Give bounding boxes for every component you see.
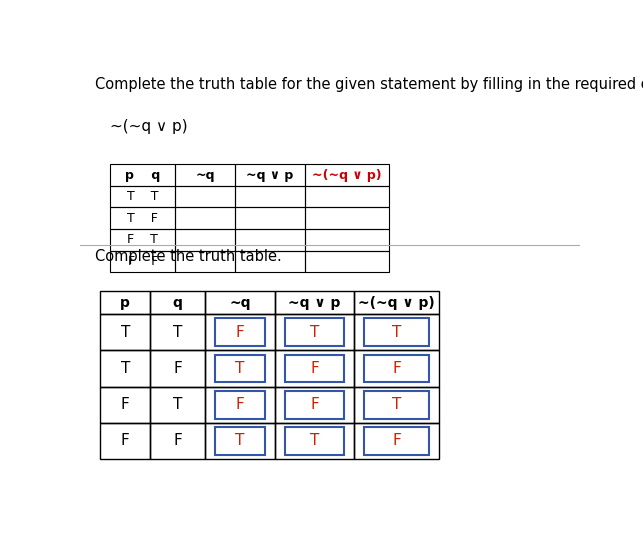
Text: F: F (392, 361, 401, 376)
Bar (275, 350, 354, 386)
Text: p    q: p q (125, 169, 160, 182)
Bar (275, 314, 354, 350)
Bar (100, 291, 150, 314)
Bar (365, 391, 430, 418)
Bar (305, 186, 390, 208)
Bar (111, 229, 175, 251)
Text: ~q: ~q (195, 169, 215, 182)
Text: F: F (235, 397, 244, 412)
Text: T    T: T T (127, 190, 158, 203)
Bar (111, 186, 175, 208)
Bar (235, 251, 305, 272)
Bar (215, 427, 265, 454)
Bar (100, 386, 150, 423)
Bar (150, 386, 205, 423)
Bar (205, 314, 275, 350)
Bar (285, 355, 345, 382)
Bar (285, 319, 345, 346)
Bar (150, 350, 205, 386)
Text: T: T (310, 433, 320, 448)
Bar (205, 350, 275, 386)
Bar (305, 229, 390, 251)
Bar (305, 251, 390, 272)
Bar (215, 391, 265, 418)
Bar (205, 386, 275, 423)
Bar (275, 386, 354, 423)
Text: T: T (392, 397, 401, 412)
Bar (354, 350, 439, 386)
Bar (100, 350, 150, 386)
Bar (205, 423, 275, 459)
Text: F: F (173, 433, 182, 448)
Text: F: F (392, 433, 401, 448)
Text: ~(~q ∨ p): ~(~q ∨ p) (111, 119, 188, 134)
Text: F: F (173, 361, 182, 376)
Text: T: T (235, 361, 244, 376)
Bar (175, 164, 235, 186)
Text: T: T (173, 397, 182, 412)
Bar (305, 208, 390, 229)
Text: q: q (172, 295, 183, 309)
Text: F: F (121, 397, 130, 412)
Bar (235, 186, 305, 208)
Bar (150, 291, 205, 314)
Bar (175, 186, 235, 208)
Bar (275, 423, 354, 459)
Bar (365, 319, 430, 346)
Text: T: T (120, 325, 130, 340)
Bar (305, 164, 390, 186)
Text: F: F (310, 397, 319, 412)
Bar (365, 355, 430, 382)
Text: ~q ∨ p: ~q ∨ p (246, 169, 293, 182)
Text: T    F: T F (127, 212, 158, 225)
Bar (215, 355, 265, 382)
Bar (235, 164, 305, 186)
Text: p: p (120, 295, 130, 309)
Text: F    F: F F (127, 255, 158, 268)
Bar (150, 314, 205, 350)
Text: T: T (173, 325, 182, 340)
Bar (365, 427, 430, 454)
Bar (175, 251, 235, 272)
Text: T: T (235, 433, 244, 448)
Bar (275, 291, 354, 314)
Text: ~q ∨ p: ~q ∨ p (289, 295, 341, 309)
Bar (100, 423, 150, 459)
Text: T: T (310, 325, 320, 340)
Bar (175, 208, 235, 229)
Bar (354, 423, 439, 459)
Bar (235, 208, 305, 229)
Bar (285, 427, 345, 454)
Bar (215, 319, 265, 346)
Bar (205, 291, 275, 314)
Bar (285, 391, 345, 418)
Bar (100, 314, 150, 350)
Bar (150, 423, 205, 459)
Bar (111, 208, 175, 229)
Bar (111, 251, 175, 272)
Bar (175, 229, 235, 251)
Bar (235, 229, 305, 251)
Bar (354, 386, 439, 423)
Text: ~(~q ∨ p): ~(~q ∨ p) (358, 295, 435, 309)
Bar (111, 164, 175, 186)
Text: F: F (310, 361, 319, 376)
Text: F    T: F T (127, 233, 158, 246)
Text: Complete the truth table.: Complete the truth table. (95, 250, 282, 264)
Text: ~(~q ∨ p): ~(~q ∨ p) (312, 169, 382, 182)
Bar (354, 314, 439, 350)
Bar (354, 291, 439, 314)
Text: T: T (392, 325, 401, 340)
Text: ~q: ~q (229, 295, 251, 309)
Text: Complete the truth table for the given statement by filling in the required colu: Complete the truth table for the given s… (95, 77, 643, 92)
Text: F: F (235, 325, 244, 340)
Text: T: T (120, 361, 130, 376)
Text: F: F (121, 433, 130, 448)
